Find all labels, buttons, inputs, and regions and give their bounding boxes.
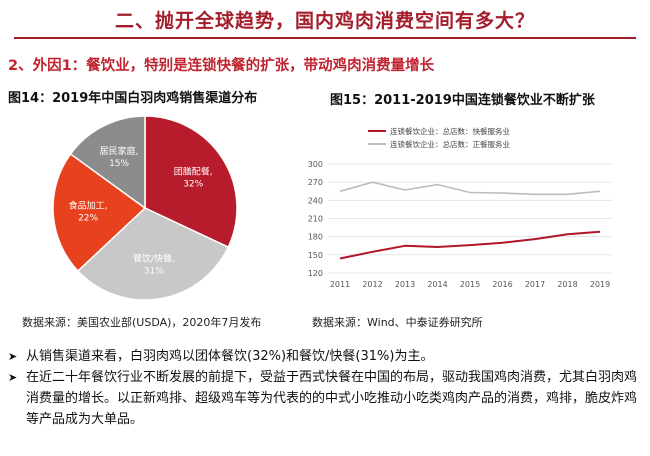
pie-slice bbox=[52, 152, 147, 273]
pie-chart: 团膳配餐, 32% 餐饮/快餐, 31% 食品加工, 22% 居民家庭, 15% bbox=[52, 115, 238, 301]
arrow-bullet-icon: ➤ bbox=[8, 350, 18, 363]
pie-slice-label: 餐饮/快餐, bbox=[133, 252, 175, 264]
x-tick-label: 2017 bbox=[525, 280, 545, 289]
figure15-title: 图15：2011-2019中国连锁餐饮业不断扩张 bbox=[330, 93, 595, 108]
y-tick-label: 120 bbox=[308, 269, 323, 278]
figure14-source: 数据来源：美国农业部(USDA)，2020年7月发布 bbox=[22, 316, 262, 329]
y-tick-label: 300 bbox=[308, 160, 323, 169]
page-title: 二、抛开全球趋势，国内鸡肉消费空间有多大？ bbox=[114, 10, 535, 32]
x-tick-label: 2011 bbox=[330, 280, 350, 289]
section-subtitle: 2、外因1：餐饮业，特别是连锁快餐的扩张，带动鸡肉消费量增长 bbox=[8, 58, 435, 74]
legend-label: 连锁餐饮企业：总店数：正餐服务业 bbox=[390, 139, 510, 149]
legend-label: 连锁餐饮企业：总店数：快餐服务业 bbox=[390, 126, 510, 136]
pie-slice-label: 食品加工, bbox=[69, 200, 108, 212]
y-tick-label: 270 bbox=[308, 178, 323, 187]
bullet-text: 从销售渠道来看，白羽肉鸡以团体餐饮(32%)和餐饮/快餐(31%)为主。 bbox=[26, 349, 434, 364]
pie-slice bbox=[144, 115, 238, 249]
y-tick-label: 180 bbox=[308, 233, 323, 242]
x-tick-label: 2019 bbox=[590, 280, 610, 289]
x-tick-label: 2014 bbox=[427, 280, 447, 289]
x-tick-label: 2015 bbox=[460, 280, 480, 289]
bullet-text: 在近二十年餐饮行业不断发展的前提下，受益于西式快餐在中国的布局，驱动我国鸡肉消费… bbox=[26, 370, 638, 427]
y-tick-label: 150 bbox=[308, 251, 323, 260]
figure14-title: 图14：2019年中国白羽肉鸡销售渠道分布 bbox=[8, 91, 258, 106]
title-bar: 二、抛开全球趋势，国内鸡肉消费空间有多大？ bbox=[0, 0, 650, 39]
pie-slice-value: 22% bbox=[78, 214, 98, 224]
y-tick-label: 240 bbox=[308, 196, 323, 205]
bullet-item: ➤ 在近二十年餐饮行业不断发展的前提下，受益于西式快餐在中国的布局，驱动我国鸡肉… bbox=[8, 367, 644, 430]
pie-slice-value: 31% bbox=[144, 266, 164, 276]
arrow-bullet-icon: ➤ bbox=[8, 371, 18, 384]
series-line-fastfood bbox=[339, 230, 601, 260]
figure15-source: 数据来源：Wind、中泰证券研究所 bbox=[312, 316, 483, 329]
x-tick-label: 2016 bbox=[492, 280, 512, 289]
pie-slice-value: 32% bbox=[183, 179, 203, 189]
pie-slice-label: 团膳配餐, bbox=[174, 165, 213, 177]
bullet-list: ➤ 从销售渠道来看，白羽肉鸡以团体餐饮(32%)和餐饮/快餐(31%)为主。 ➤… bbox=[8, 346, 644, 430]
pie-slice bbox=[76, 207, 230, 301]
series-line-restaurant bbox=[339, 181, 601, 196]
pie-slice bbox=[69, 115, 146, 210]
x-tick-label: 2013 bbox=[395, 280, 415, 289]
x-tick-label: 2012 bbox=[362, 280, 382, 289]
x-tick-label: 2018 bbox=[557, 280, 577, 289]
y-tick-label: 210 bbox=[308, 215, 323, 224]
bullet-item: ➤ 从销售渠道来看，白羽肉鸡以团体餐饮(32%)和餐饮/快餐(31%)为主。 bbox=[8, 346, 644, 367]
title-divider bbox=[14, 37, 636, 39]
pie-slice-value: 15% bbox=[109, 159, 129, 169]
pie-slice-label: 居民家庭, bbox=[100, 145, 139, 157]
